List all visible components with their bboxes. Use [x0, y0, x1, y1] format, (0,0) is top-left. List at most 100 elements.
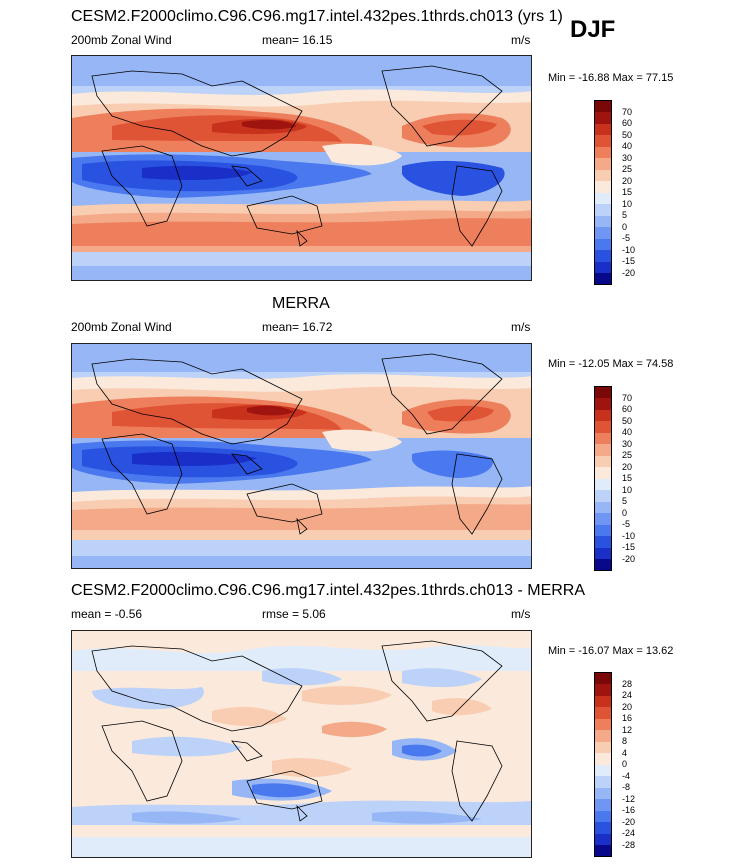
panel1-minmax: Min = -16.88 Max = 77.15: [548, 72, 674, 84]
panel2-minmax: Min = -12.05 Max = 74.58: [548, 358, 674, 370]
panel1-title: CESM2.F2000climo.C96.C96.mg17.intel.432p…: [71, 8, 563, 25]
colorbar-label: 8: [622, 736, 628, 746]
colorbar-swatch: [594, 775, 612, 788]
colorbar-swatch: [594, 478, 612, 490]
panel2-units: m/s: [511, 320, 531, 334]
colorbar-label: 20: [622, 175, 633, 186]
colorbar-label: 40: [622, 427, 633, 437]
panel3-units: m/s: [511, 607, 531, 621]
colorbar-label: -10: [622, 530, 636, 541]
colorbar-swatch: [594, 386, 612, 398]
colorbar-label: 0: [622, 759, 628, 769]
colorbar-swatch: [594, 489, 612, 502]
colorbar-label: 28: [622, 678, 633, 689]
colorbar-swatch: [594, 729, 612, 742]
panel2-mean-label: mean= 16.72: [262, 320, 333, 334]
colorbar-label: -4: [622, 770, 631, 781]
colorbar-label: 4: [622, 747, 628, 758]
panel1-map: [71, 55, 532, 281]
panel2-field-label: 200mb Zonal Wind: [71, 320, 172, 334]
colorbar-swatch: [594, 432, 612, 444]
colorbar-label: -15: [622, 256, 636, 266]
colorbar-swatch: [594, 226, 612, 239]
colorbar-swatch: [594, 261, 612, 273]
panel1-colorbar: -20 -15 -10 -5 0 5 10 15 20 25 30 40 50 60 70: [594, 100, 635, 285]
colorbar-swatch: [594, 409, 612, 421]
colorbar-label: 40: [622, 141, 633, 151]
colorbar-swatch: [594, 169, 612, 181]
colorbar-swatch: [594, 100, 612, 112]
colorbar-label: -24: [622, 828, 636, 838]
colorbar-label: 12: [622, 724, 633, 735]
panel1-field-label: 200mb Zonal Wind: [71, 33, 172, 47]
panel2-map: [71, 343, 532, 569]
colorbar-swatch: [594, 672, 612, 684]
colorbar-swatch: [594, 420, 612, 433]
colorbar-label: 70: [622, 106, 633, 117]
colorbar-swatch: [594, 134, 612, 147]
panel3-contour-plot: [72, 631, 531, 857]
colorbar-label: -5: [622, 233, 631, 243]
colorbar-label: 60: [622, 404, 633, 414]
colorbar-swatch: [594, 192, 612, 204]
panel1-units: m/s: [511, 33, 531, 47]
colorbar-label: -28: [622, 839, 636, 850]
colorbar-label: 5: [622, 496, 628, 506]
colorbar-swatch: [594, 683, 612, 696]
colorbar-label: 10: [622, 484, 633, 495]
colorbar-label: -15: [622, 542, 636, 552]
panel2-colorbar: -20 -15 -10 -5 0 5 10 15 20 25 30 40 50 60 70: [594, 386, 635, 571]
colorbar-swatch: [594, 844, 612, 857]
colorbar-label: 24: [622, 690, 633, 700]
colorbar-swatch: [594, 238, 612, 250]
colorbar-swatch: [594, 123, 612, 135]
colorbar-swatch: [594, 798, 612, 811]
colorbar-label: 25: [622, 450, 633, 460]
colorbar-label: 50: [622, 415, 633, 426]
colorbar-label: -8: [622, 782, 631, 792]
colorbar-swatch: [594, 706, 612, 719]
colorbar-swatch: [594, 215, 612, 227]
colorbar-label: 5: [622, 210, 628, 220]
colorbar-swatch: [594, 455, 612, 467]
colorbar-label: 15: [622, 473, 633, 483]
colorbar-swatch: [594, 821, 612, 834]
colorbar-label: -20: [622, 553, 636, 564]
colorbar-label: 50: [622, 129, 633, 140]
colorbar-label: -20: [622, 267, 636, 278]
panel3-colorbar: -28 -24 -20 -16 -12 -8 -4 0 4 8 12 16 20 24 28: [594, 672, 635, 857]
colorbar-swatch: [594, 695, 612, 707]
colorbar-swatch: [594, 558, 612, 571]
colorbar-label: 0: [622, 507, 628, 518]
colorbar-label: -20: [622, 816, 636, 827]
panel3-mean-label: mean = -0.56: [71, 607, 143, 621]
colorbar-label: 20: [622, 701, 633, 712]
colorbar-swatch: [594, 146, 612, 158]
panel3-rmse-label: rmse = 5.06: [262, 607, 326, 621]
panel1-mean-label: mean= 16.15: [262, 33, 333, 47]
colorbar-swatch: [594, 764, 612, 776]
colorbar-label: 60: [622, 118, 633, 128]
colorbar-swatch: [594, 741, 612, 753]
colorbar-swatch: [594, 443, 612, 456]
colorbar-label: 10: [622, 198, 633, 209]
season-label: DJF: [570, 16, 616, 43]
panel2-title: MERRA: [272, 295, 330, 312]
colorbar-label: 0: [622, 221, 628, 232]
colorbar-swatch: [594, 180, 612, 193]
colorbar-label: 70: [622, 392, 633, 403]
colorbar-swatch: [594, 512, 612, 525]
colorbar-swatch: [594, 249, 612, 262]
colorbar-swatch: [594, 501, 612, 513]
panel3-minmax: Min = -16.07 Max = 13.62: [548, 645, 674, 657]
colorbar-swatch: [594, 524, 612, 536]
colorbar-swatch: [594, 111, 612, 124]
colorbar-label: 16: [622, 713, 633, 723]
panel3-title: CESM2.F2000climo.C96.C96.mg17.intel.432p…: [71, 582, 586, 599]
colorbar-swatch: [594, 833, 612, 845]
colorbar-label: 15: [622, 187, 633, 197]
colorbar-swatch: [594, 203, 612, 216]
colorbar-label: -10: [622, 244, 636, 255]
panel3-map: [71, 630, 532, 858]
colorbar-swatch: [594, 397, 612, 410]
